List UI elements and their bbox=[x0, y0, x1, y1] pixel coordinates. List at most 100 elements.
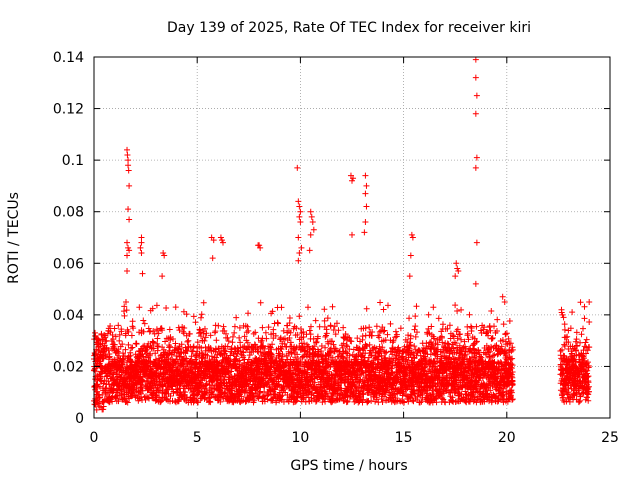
roti-point bbox=[159, 327, 166, 334]
roti-point bbox=[237, 339, 244, 346]
roti-point bbox=[195, 399, 202, 406]
roti-point bbox=[99, 391, 106, 398]
roti-point bbox=[194, 339, 201, 346]
roti-point bbox=[115, 398, 122, 405]
roti-point bbox=[154, 335, 161, 342]
roti-point bbox=[169, 383, 176, 390]
roti-point bbox=[172, 340, 179, 347]
roti-point bbox=[229, 333, 236, 340]
roti-point bbox=[140, 328, 147, 335]
roti-point bbox=[95, 337, 102, 344]
roti-point bbox=[145, 325, 152, 332]
roti-point bbox=[227, 368, 234, 375]
roti-point bbox=[176, 327, 183, 334]
roti-point bbox=[180, 330, 187, 337]
roti-point bbox=[139, 387, 146, 394]
roti-point bbox=[105, 347, 112, 354]
roti-point bbox=[182, 366, 189, 373]
roti-point bbox=[224, 343, 231, 350]
roti-point bbox=[141, 320, 148, 327]
roti-point bbox=[100, 403, 107, 410]
roti-point bbox=[201, 325, 208, 332]
roti-point bbox=[200, 330, 207, 337]
roti-point bbox=[188, 347, 195, 354]
roti-point bbox=[180, 328, 187, 335]
roti-point bbox=[220, 323, 227, 330]
roti-point bbox=[167, 343, 174, 350]
roti-point bbox=[147, 350, 154, 357]
roti-point bbox=[116, 331, 123, 338]
roti-point bbox=[107, 322, 114, 329]
roti-point bbox=[127, 358, 134, 365]
roti-point bbox=[116, 337, 123, 344]
roti-point bbox=[124, 399, 131, 406]
roti-point bbox=[128, 332, 135, 339]
roti-point bbox=[203, 330, 210, 337]
roti-point bbox=[121, 394, 128, 401]
roti-point bbox=[149, 338, 156, 345]
roti-point bbox=[138, 390, 145, 397]
roti-point bbox=[186, 330, 193, 337]
roti-point bbox=[225, 338, 232, 345]
roti-point bbox=[127, 352, 134, 359]
roti-point bbox=[162, 338, 169, 345]
roti-point bbox=[183, 311, 190, 318]
roti-point bbox=[184, 338, 191, 345]
roti-point bbox=[209, 391, 216, 398]
roti-point bbox=[181, 324, 188, 331]
roti-point bbox=[140, 317, 147, 324]
roti-point bbox=[204, 352, 211, 359]
roti-point bbox=[136, 304, 143, 311]
roti-point bbox=[129, 318, 136, 325]
roti-point bbox=[120, 357, 127, 364]
roti-point bbox=[185, 337, 192, 344]
roti-point bbox=[224, 334, 231, 341]
roti-point bbox=[207, 345, 214, 352]
roti-point bbox=[111, 325, 118, 332]
roti-point bbox=[170, 335, 177, 342]
roti-point bbox=[123, 398, 130, 405]
roti-point bbox=[167, 392, 174, 399]
roti-point bbox=[139, 385, 146, 392]
roti-point bbox=[106, 353, 113, 360]
roti-point bbox=[91, 351, 98, 358]
roti-point bbox=[158, 357, 165, 364]
roti-point bbox=[119, 361, 126, 368]
roti-point bbox=[233, 314, 240, 321]
roti-point bbox=[155, 387, 162, 394]
roti-point bbox=[190, 313, 197, 320]
roti-point bbox=[172, 304, 179, 311]
roti-point bbox=[156, 394, 163, 401]
roti-point bbox=[222, 350, 229, 357]
roti-point bbox=[231, 329, 238, 336]
roti-point bbox=[139, 350, 146, 357]
roti-point bbox=[121, 303, 128, 310]
roti-point bbox=[120, 395, 127, 402]
roti-point bbox=[221, 327, 228, 334]
roti-point bbox=[202, 334, 209, 341]
roti-point bbox=[111, 341, 118, 348]
roti-point bbox=[112, 333, 119, 340]
roti-point bbox=[217, 398, 224, 405]
roti-point bbox=[197, 314, 204, 321]
roti-point bbox=[110, 387, 117, 394]
roti-point bbox=[101, 377, 108, 384]
roti-point bbox=[163, 305, 170, 312]
roti-point bbox=[178, 341, 185, 348]
roti-point bbox=[103, 337, 110, 344]
roti-point bbox=[93, 406, 100, 413]
roti-point bbox=[200, 299, 207, 306]
roti-point bbox=[119, 356, 126, 363]
roti-point bbox=[118, 328, 125, 335]
roti-point bbox=[154, 327, 161, 334]
roti-point bbox=[233, 353, 240, 360]
roti-point bbox=[190, 343, 197, 350]
roti-point bbox=[130, 325, 137, 332]
roti-point bbox=[112, 393, 119, 400]
roti-point bbox=[150, 339, 157, 346]
roti-point bbox=[215, 322, 222, 329]
roti-point bbox=[207, 332, 214, 339]
roti-point bbox=[222, 348, 229, 355]
